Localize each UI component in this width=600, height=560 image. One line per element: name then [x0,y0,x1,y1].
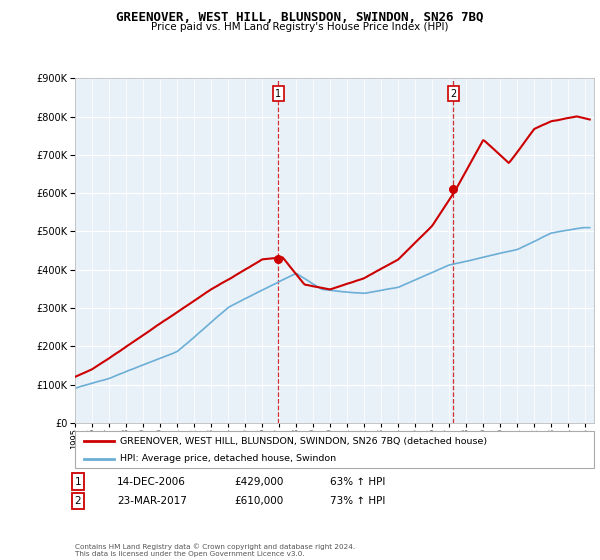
Text: 2: 2 [74,496,82,506]
Text: £610,000: £610,000 [234,496,283,506]
Text: 73% ↑ HPI: 73% ↑ HPI [330,496,385,506]
Text: 1: 1 [275,88,281,99]
Text: 63% ↑ HPI: 63% ↑ HPI [330,477,385,487]
Text: Contains HM Land Registry data © Crown copyright and database right 2024.
This d: Contains HM Land Registry data © Crown c… [75,544,355,557]
Text: 1: 1 [74,477,82,487]
Text: GREENOVER, WEST HILL, BLUNSDON, SWINDON, SN26 7BQ: GREENOVER, WEST HILL, BLUNSDON, SWINDON,… [116,11,484,24]
Text: GREENOVER, WEST HILL, BLUNSDON, SWINDON, SN26 7BQ (detached house): GREENOVER, WEST HILL, BLUNSDON, SWINDON,… [120,437,487,446]
Text: 14-DEC-2006: 14-DEC-2006 [117,477,186,487]
Text: £429,000: £429,000 [234,477,283,487]
Text: Price paid vs. HM Land Registry's House Price Index (HPI): Price paid vs. HM Land Registry's House … [151,22,449,32]
Text: HPI: Average price, detached house, Swindon: HPI: Average price, detached house, Swin… [120,454,336,463]
Text: 2: 2 [450,88,456,99]
Text: 23-MAR-2017: 23-MAR-2017 [117,496,187,506]
